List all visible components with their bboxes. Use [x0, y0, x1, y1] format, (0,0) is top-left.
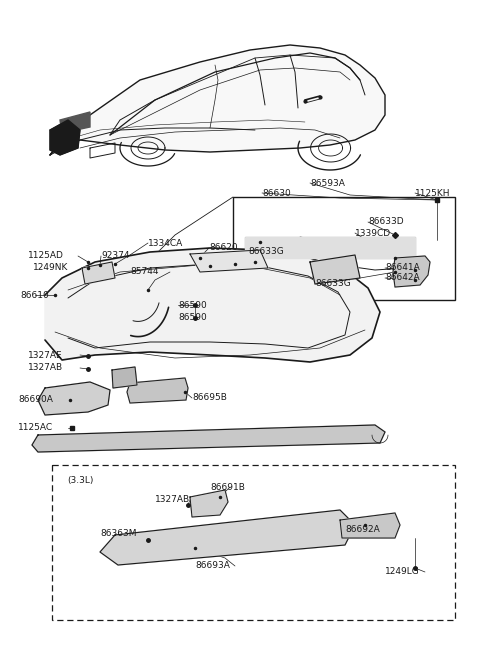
Text: 1125AC: 1125AC — [18, 424, 53, 432]
Polygon shape — [45, 248, 380, 362]
Polygon shape — [393, 256, 430, 287]
Polygon shape — [190, 250, 268, 272]
Text: 86642A: 86642A — [385, 274, 420, 282]
Polygon shape — [50, 45, 385, 155]
Text: 86633G: 86633G — [248, 248, 284, 257]
Polygon shape — [340, 513, 400, 538]
Text: 86590: 86590 — [178, 314, 207, 322]
Text: 1249LG: 1249LG — [385, 567, 420, 576]
Text: 86690A: 86690A — [18, 396, 53, 405]
Polygon shape — [190, 250, 268, 272]
Polygon shape — [127, 378, 188, 403]
Polygon shape — [112, 367, 137, 388]
Polygon shape — [82, 262, 115, 284]
Text: 86593A: 86593A — [310, 179, 345, 187]
Text: 86630: 86630 — [262, 189, 291, 198]
Text: 86620: 86620 — [209, 244, 238, 252]
Polygon shape — [32, 425, 385, 452]
Text: 86610: 86610 — [20, 291, 49, 299]
Text: 1327AB: 1327AB — [155, 495, 190, 504]
Text: 86363M: 86363M — [100, 529, 136, 538]
Polygon shape — [340, 513, 400, 538]
Text: 92374: 92374 — [101, 252, 130, 261]
Polygon shape — [100, 510, 355, 565]
Text: 85744: 85744 — [130, 267, 158, 276]
Polygon shape — [127, 378, 188, 403]
Polygon shape — [100, 510, 355, 565]
Bar — [52, 465, 455, 620]
Text: 1249NK: 1249NK — [33, 263, 68, 272]
Polygon shape — [310, 255, 360, 284]
Polygon shape — [310, 255, 360, 284]
Text: 86692A: 86692A — [345, 525, 380, 534]
Polygon shape — [190, 490, 228, 517]
Polygon shape — [393, 256, 430, 287]
Text: 1327AB: 1327AB — [28, 364, 63, 373]
Text: 86590: 86590 — [178, 301, 207, 310]
Text: 86641A: 86641A — [385, 263, 420, 272]
Text: 1327AE: 1327AE — [28, 350, 62, 360]
Polygon shape — [190, 490, 228, 517]
Text: 86695B: 86695B — [192, 394, 227, 403]
Text: 86691B: 86691B — [210, 483, 245, 491]
Text: 1334CA: 1334CA — [148, 238, 183, 248]
Text: 86633D: 86633D — [368, 217, 404, 227]
Polygon shape — [38, 382, 110, 415]
Text: 1339CD: 1339CD — [355, 229, 391, 238]
Text: 86633G: 86633G — [315, 278, 351, 288]
Text: (3.3L): (3.3L) — [67, 476, 94, 485]
Polygon shape — [32, 425, 385, 452]
Polygon shape — [50, 120, 80, 155]
Polygon shape — [82, 262, 115, 284]
Polygon shape — [38, 382, 110, 415]
Polygon shape — [60, 112, 90, 133]
Polygon shape — [245, 237, 415, 258]
Text: 86693A: 86693A — [195, 561, 230, 571]
Text: 1125KH: 1125KH — [415, 189, 451, 198]
Bar — [233, 197, 455, 300]
Polygon shape — [112, 367, 137, 388]
Text: 1125AD: 1125AD — [28, 252, 64, 261]
